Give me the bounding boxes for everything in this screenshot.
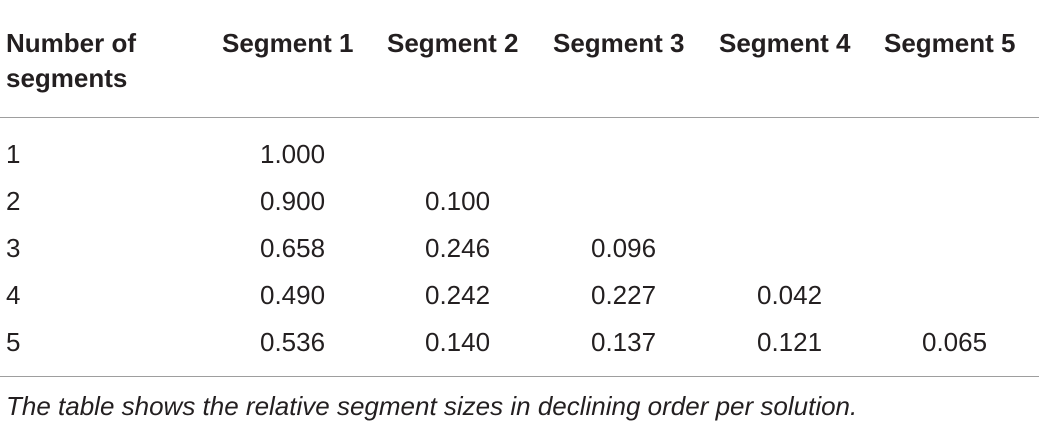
header-segment-5: Segment 5 xyxy=(884,28,1016,58)
header-segment-2: Segment 2 xyxy=(387,28,519,58)
cell-segment-3: 0.096 xyxy=(591,233,657,263)
cell-number: 2 xyxy=(6,186,21,216)
cell-segment-4: 0.121 xyxy=(757,327,823,357)
cell-segment-5: 0.065 xyxy=(922,327,988,357)
table-row: 1 1.000 xyxy=(0,131,1039,178)
cell-segment-1: 0.658 xyxy=(260,233,326,263)
header-number-of-segments: Number of segments xyxy=(6,28,136,93)
cell-segment-2: 0.140 xyxy=(425,327,491,357)
table-body: 1 1.000 2 0.900 0.100 3 0.658 0.246 0.09… xyxy=(0,118,1039,377)
cell-number: 3 xyxy=(6,233,21,263)
header-segment-4: Segment 4 xyxy=(719,28,851,58)
table-row: 4 0.490 0.242 0.227 0.042 xyxy=(0,272,1039,319)
segment-size-table: Number of segments Segment 1 Segment 2 S… xyxy=(0,0,1039,377)
cell-segment-4: 0.042 xyxy=(757,280,823,310)
table-header-row: Number of segments Segment 1 Segment 2 S… xyxy=(0,0,1039,118)
cell-segment-3: 0.227 xyxy=(591,280,657,310)
cell-segment-1: 0.536 xyxy=(260,327,326,357)
cell-segment-2: 0.242 xyxy=(425,280,491,310)
header-segment-1: Segment 1 xyxy=(222,28,354,58)
cell-segment-1: 0.490 xyxy=(260,280,326,310)
cell-number: 4 xyxy=(6,280,21,310)
table-caption: The table shows the relative segment siz… xyxy=(6,391,858,421)
cell-segment-2: 0.246 xyxy=(425,233,491,263)
table-row: 3 0.658 0.246 0.096 xyxy=(0,225,1039,272)
table-row: 2 0.900 0.100 xyxy=(0,178,1039,225)
table-row: 5 0.536 0.140 0.137 0.121 0.065 xyxy=(0,319,1039,366)
cell-segment-1: 0.900 xyxy=(260,186,326,216)
cell-number: 1 xyxy=(6,139,21,169)
cell-number: 5 xyxy=(6,327,21,357)
cell-segment-3: 0.137 xyxy=(591,327,657,357)
header-segment-3: Segment 3 xyxy=(553,28,685,58)
cell-segment-2: 0.100 xyxy=(425,186,491,216)
cell-segment-1: 1.000 xyxy=(260,139,326,169)
